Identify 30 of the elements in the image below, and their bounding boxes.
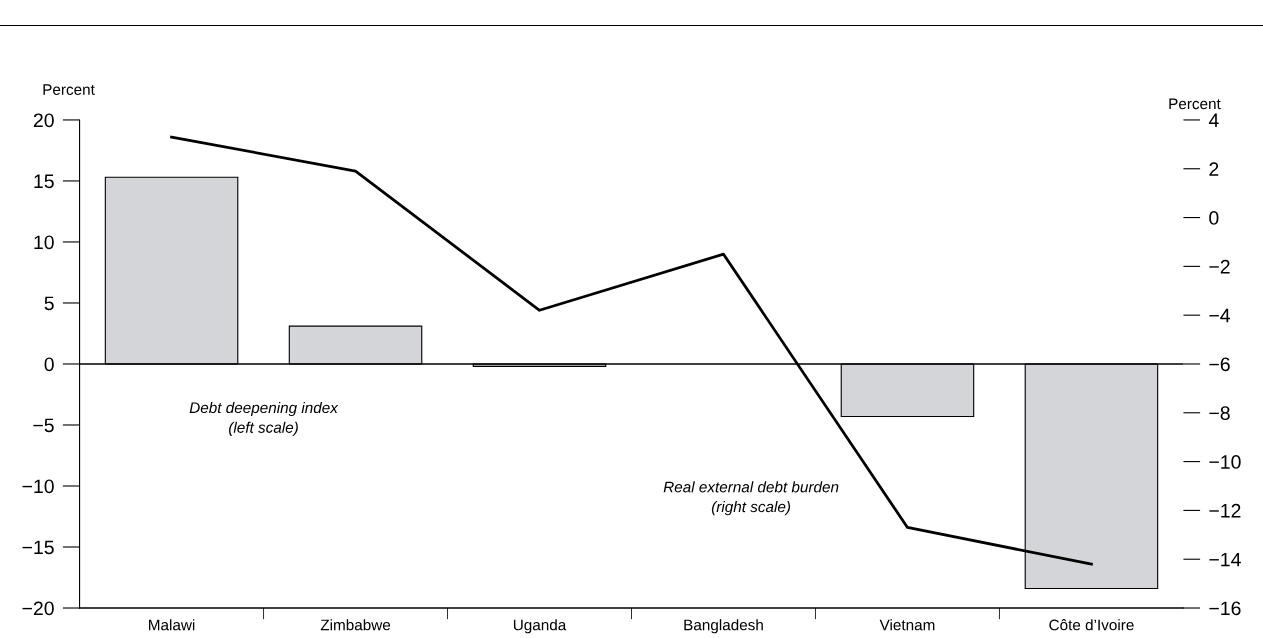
annotation: Real external debt burden (right scale) bbox=[663, 481, 839, 516]
x-tick-label: Côte d’Ivoire bbox=[1049, 619, 1134, 631]
x-tick-label: Vietnam bbox=[879, 619, 935, 631]
x-tick-label: Uganda bbox=[513, 619, 567, 634]
y-tick-label: −10 bbox=[22, 479, 54, 494]
y2-tick-label: 0 bbox=[1209, 211, 1219, 225]
y-tick-label: 5 bbox=[44, 296, 54, 311]
x-tick-label: Malawi bbox=[149, 619, 195, 631]
y-tick-label: 0 bbox=[44, 357, 54, 372]
y-tick-label: −20 bbox=[22, 601, 54, 616]
y2-axis-title: Percent bbox=[1169, 98, 1221, 110]
y2-tick-label: −2 bbox=[1209, 259, 1230, 274]
y2-tick-label: −12 bbox=[1209, 503, 1241, 518]
x-tick-label: Bangladesh bbox=[684, 619, 763, 634]
y2-tick-label: −14 bbox=[1209, 552, 1241, 567]
y2-tick-label: 4 bbox=[1208, 113, 1219, 127]
y-tick-label: −15 bbox=[22, 540, 54, 555]
y-tick-label: −5 bbox=[33, 418, 54, 433]
y-tick-label: 15 bbox=[34, 174, 54, 189]
y2-tick-label: −16 bbox=[1209, 601, 1241, 616]
y2-tick-label: −8 bbox=[1209, 406, 1230, 421]
y2-tick-label: −6 bbox=[1209, 357, 1230, 372]
y-tick-label: 10 bbox=[34, 235, 54, 250]
y-tick-label: 20 bbox=[33, 113, 54, 128]
y2-tick-label: −10 bbox=[1209, 455, 1241, 469]
y-axis-title: Percent bbox=[43, 84, 95, 95]
x-tick-label: Zimbabwe bbox=[320, 619, 391, 631]
annotation: Debt deepening index (left scale) bbox=[189, 401, 339, 436]
y2-tick-label: 2 bbox=[1209, 162, 1219, 176]
y2-tick-label: −4 bbox=[1209, 308, 1231, 323]
